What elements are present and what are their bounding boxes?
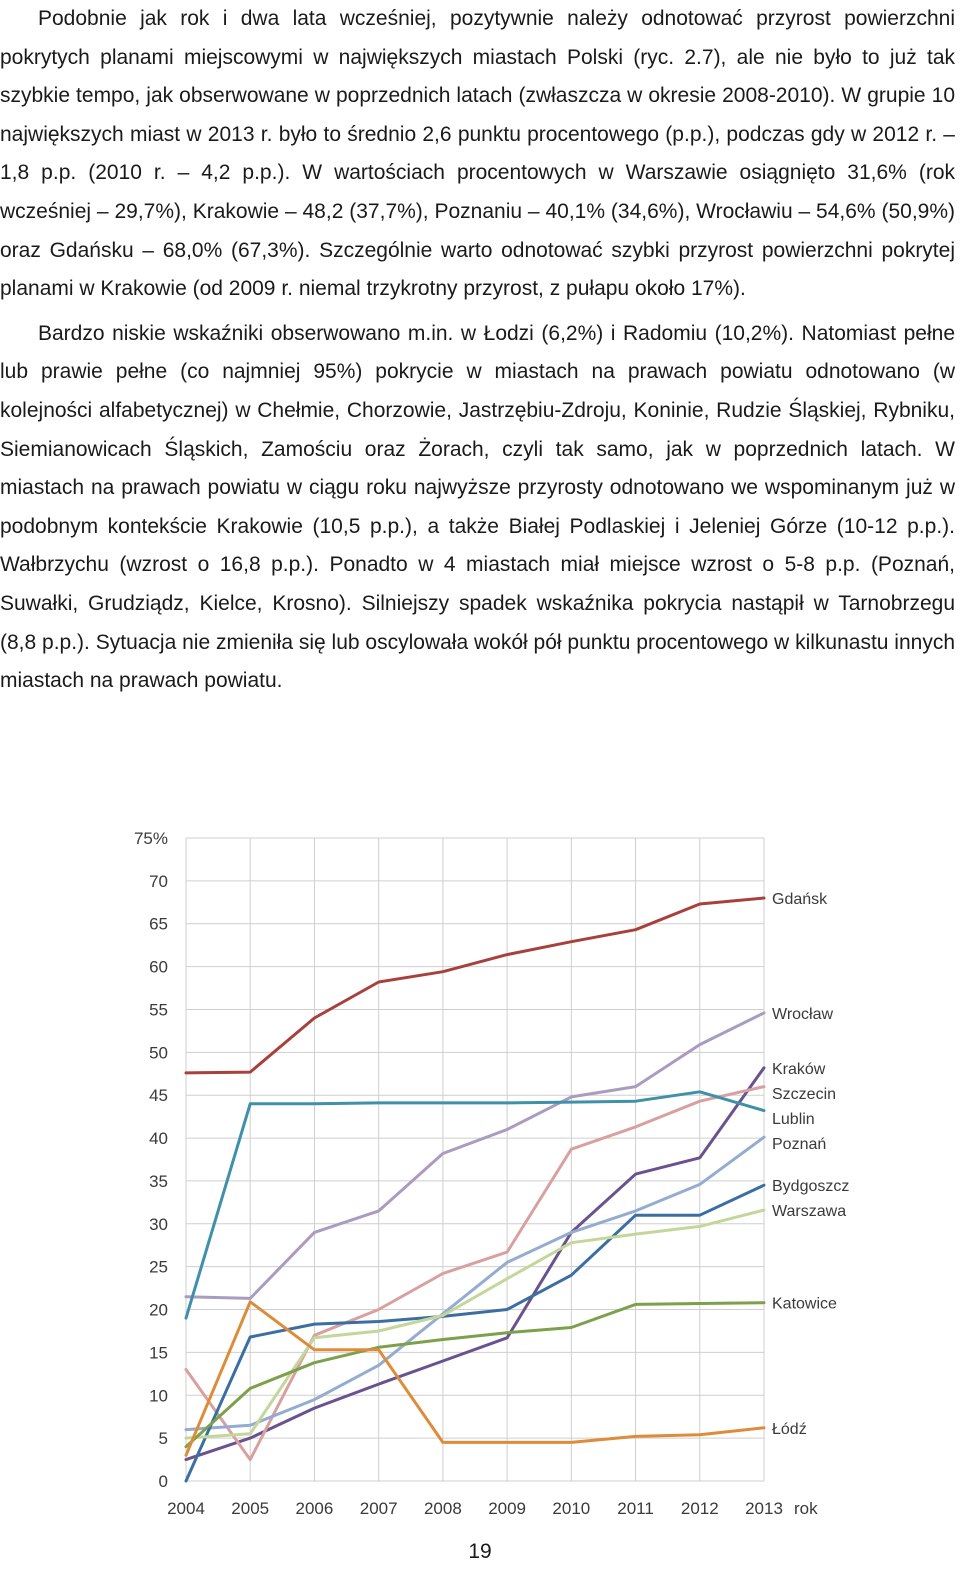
y-tick-label: 45 bbox=[149, 1086, 168, 1105]
series-line bbox=[184, 1300, 766, 1457]
paragraph-1: Podobnie jak rok i dwa lata wcześniej, p… bbox=[0, 7, 955, 301]
y-tick-label: 25 bbox=[149, 1258, 168, 1277]
series-label: Katowice bbox=[772, 1296, 837, 1313]
y-tick-label: 0 bbox=[159, 1472, 168, 1491]
series-label: Gdańsk bbox=[772, 891, 828, 908]
y-tick-label: 50 bbox=[149, 1043, 168, 1062]
chart-series bbox=[184, 896, 766, 1483]
x-tick-label: 2006 bbox=[296, 1499, 334, 1518]
x-tick-label: 2004 bbox=[167, 1499, 205, 1518]
series-line bbox=[184, 1066, 766, 1462]
y-tick-label: 70 bbox=[149, 872, 168, 891]
series-line bbox=[184, 1135, 766, 1432]
series-line bbox=[184, 1090, 766, 1320]
chart-grid bbox=[185, 837, 765, 1482]
series-line bbox=[184, 1085, 766, 1462]
series-label: Warszawa bbox=[772, 1203, 846, 1220]
series-label: Lublin bbox=[772, 1111, 815, 1128]
x-tick-label: 2013 bbox=[745, 1499, 783, 1518]
x-tick-label: 2008 bbox=[424, 1499, 462, 1518]
line-chart: 0 5 10 15 20 25 30 35 40 45 50 55 60 65 70 75% 2004 2005 2… bbox=[134, 829, 849, 1518]
series-line bbox=[184, 1301, 766, 1449]
y-tick-label: 10 bbox=[149, 1386, 168, 1405]
y-tick-label: 40 bbox=[149, 1129, 168, 1148]
y-tick-label: 5 bbox=[159, 1429, 168, 1448]
page-number: 19 bbox=[468, 1540, 492, 1563]
y-tick-label: 65 bbox=[149, 915, 168, 934]
body-text: Podobnie jak rok i dwa lata wcześniej, p… bbox=[0, 0, 955, 701]
y-tick-label: 55 bbox=[149, 1000, 168, 1019]
series-line bbox=[184, 1208, 766, 1440]
series-label: Kraków bbox=[772, 1061, 826, 1078]
y-tick-label: 15 bbox=[149, 1343, 168, 1362]
paragraph-2: Bardzo niskie wskaźniki obserwowano m.in… bbox=[0, 321, 955, 693]
x-tick-label: 2009 bbox=[488, 1499, 526, 1518]
y-tick-label: 30 bbox=[149, 1215, 168, 1234]
x-tick-label: 2007 bbox=[360, 1499, 398, 1518]
series-label: Wrocław bbox=[772, 1006, 833, 1023]
series-label: Bydgoszcz bbox=[772, 1178, 849, 1195]
series-label: Poznań bbox=[772, 1136, 826, 1153]
x-tick-label: 2011 bbox=[617, 1499, 654, 1518]
x-axis-label: rok bbox=[794, 1499, 818, 1518]
series-label: Łódź bbox=[772, 1421, 807, 1438]
y-tick-label: 60 bbox=[149, 958, 168, 977]
y-tick-label: 75% bbox=[134, 829, 168, 848]
series-line bbox=[184, 1183, 766, 1483]
x-tick-label: 2010 bbox=[552, 1499, 590, 1518]
y-tick-label: 35 bbox=[149, 1172, 168, 1191]
y-tick-label: 20 bbox=[149, 1301, 168, 1320]
series-label: Szczecin bbox=[772, 1086, 836, 1103]
series-line bbox=[184, 1011, 766, 1300]
x-tick-label: 2005 bbox=[231, 1499, 269, 1518]
series-line bbox=[184, 896, 766, 1075]
chart-labels: 0 5 10 15 20 25 30 35 40 45 50 55 60 65 70 75% 2004 2005 2… bbox=[134, 829, 849, 1518]
x-tick-label: 2012 bbox=[681, 1499, 719, 1518]
